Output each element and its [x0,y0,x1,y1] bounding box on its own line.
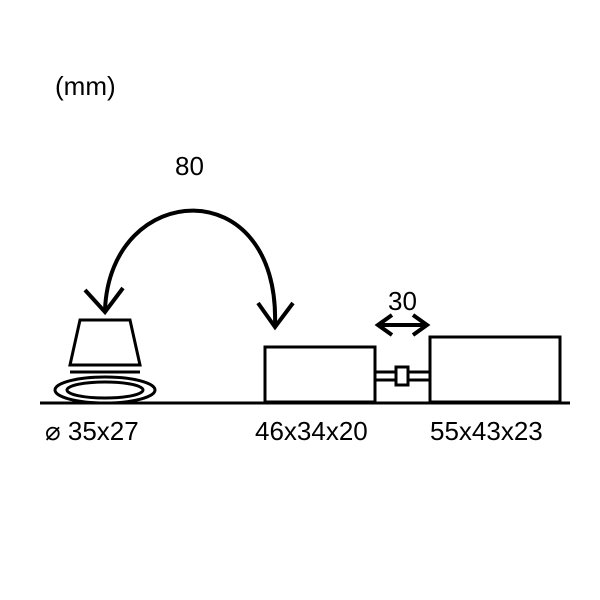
lamp [55,320,155,403]
cable-30: 30 [378,286,427,335]
connector [375,367,430,385]
box2 [430,337,560,402]
cable-length-label: 80 [175,151,204,181]
cable-80: 80 [85,151,293,327]
box1-dim-label: 46x34x20 [255,416,368,446]
lamp-dim-label: ⌀ 35x27 [45,416,139,446]
dimension-diagram: (mm) 80 30 [0,0,600,600]
short-cable-label: 30 [388,286,417,316]
units-label: (mm) [55,71,116,101]
box1 [265,347,375,402]
box2-dim-label: 55x43x23 [430,416,543,446]
